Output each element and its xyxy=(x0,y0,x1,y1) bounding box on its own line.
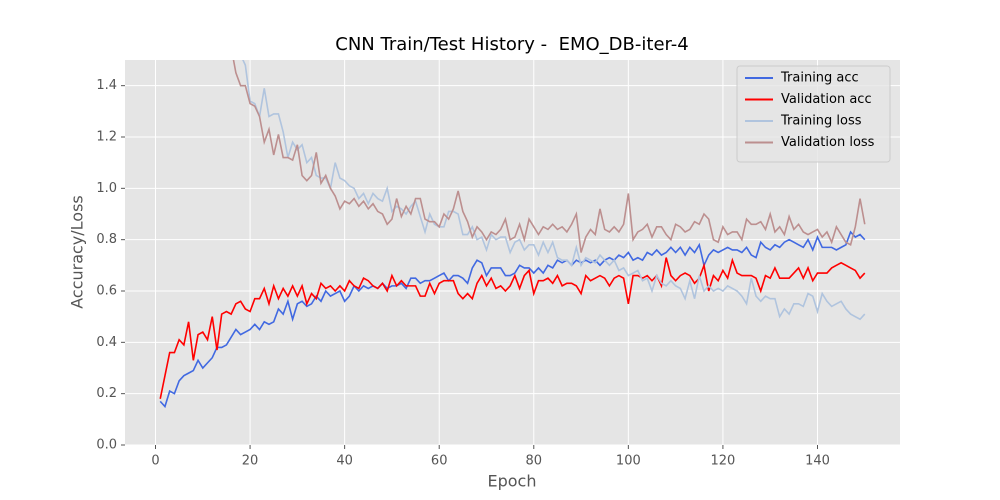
legend-label: Training acc xyxy=(780,71,859,86)
legend-label: Training loss xyxy=(780,114,862,129)
x-tick-label: 60 xyxy=(431,454,448,469)
y-tick-label: 0.8 xyxy=(96,232,117,247)
lines xyxy=(159,60,866,409)
y-tick-label: 1.0 xyxy=(96,181,117,196)
x-tick-label: 140 xyxy=(805,454,830,469)
x-tick-label: 120 xyxy=(711,454,736,469)
series-line xyxy=(159,230,866,409)
y-tick-label: 1.2 xyxy=(96,130,117,145)
y-axis-label: Accuracy/Loss xyxy=(68,195,87,309)
chart-title: CNN Train/Test History - EMO_DB-iter-4 xyxy=(335,34,688,55)
y-tick-label: 0.6 xyxy=(96,284,117,299)
x-tick-label: 0 xyxy=(151,454,159,469)
x-tick-label: 80 xyxy=(526,454,543,469)
legend-box xyxy=(736,65,891,163)
x-tick-label: 40 xyxy=(336,454,353,469)
series-line xyxy=(242,60,866,321)
x-tick-label: 20 xyxy=(242,454,259,469)
y-tick-label: 0.2 xyxy=(96,386,117,401)
series-line xyxy=(159,257,866,399)
y-tick-label: 0.0 xyxy=(96,438,117,453)
legend-label: Validation acc xyxy=(781,92,872,107)
x-axis-label: Epoch xyxy=(488,472,537,491)
y-tick-label: 1.4 xyxy=(96,78,117,93)
legend-label: Validation loss xyxy=(781,135,875,150)
x-tick-label: 100 xyxy=(616,454,641,469)
legend: Training acc Validation acc Training loss V… xyxy=(736,65,891,163)
series-line xyxy=(232,60,866,253)
grid xyxy=(121,60,900,449)
y-tick-label: 0.4 xyxy=(96,335,117,350)
